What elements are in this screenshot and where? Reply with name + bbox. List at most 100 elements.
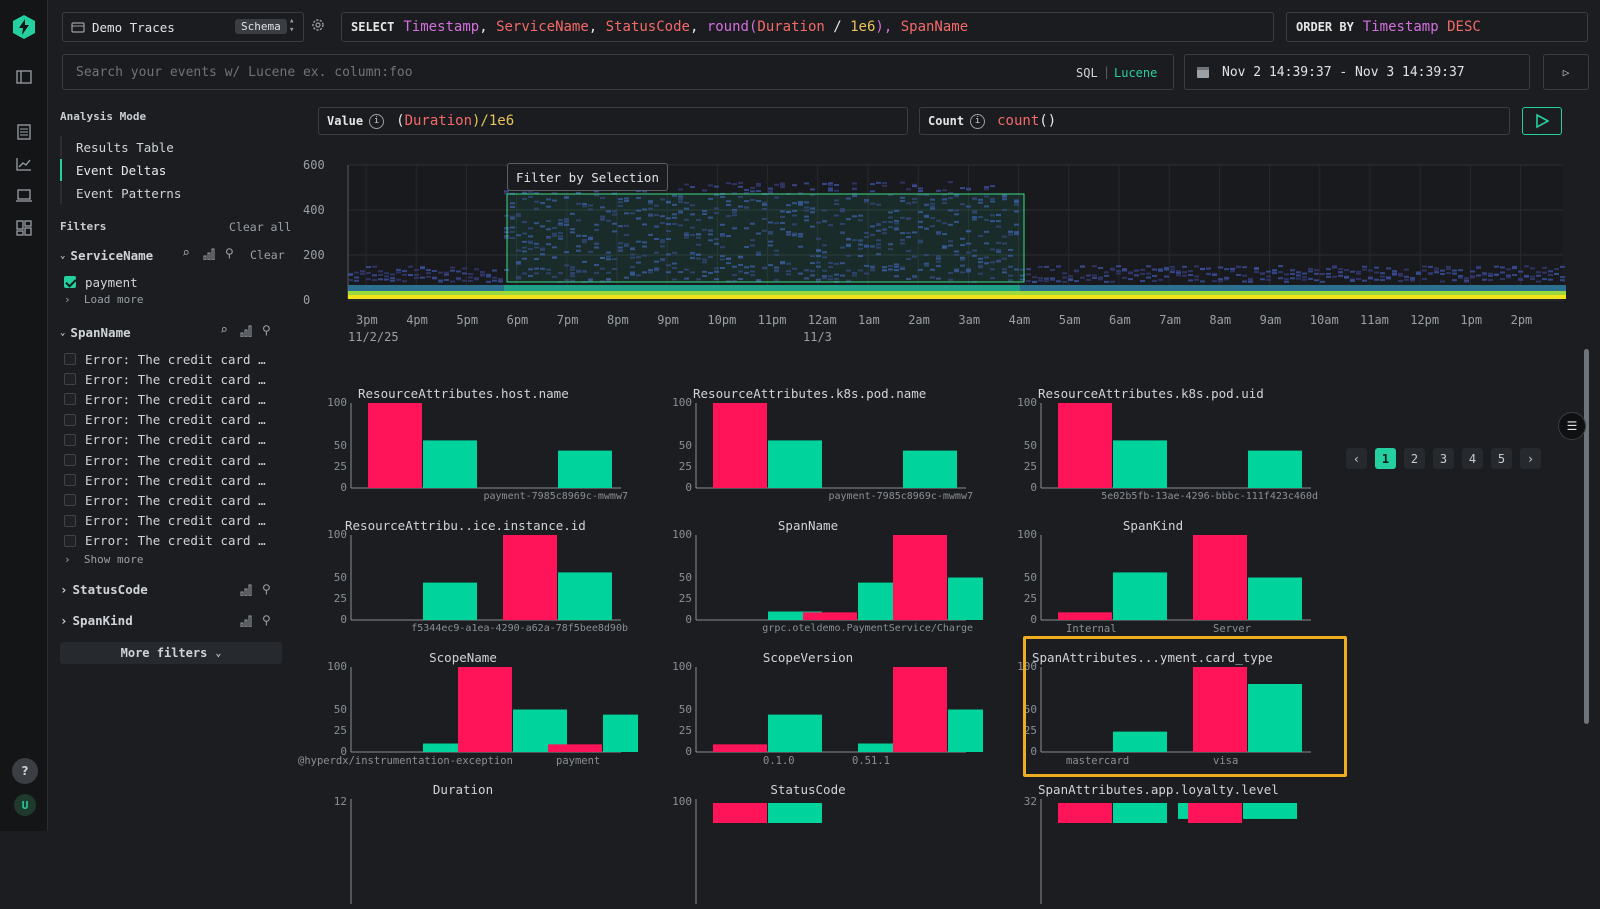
bar-chart-svg[interactable] <box>643 383 983 508</box>
checkbox[interactable] <box>64 534 76 547</box>
checkbox[interactable] <box>64 514 76 527</box>
sessions-nav-icon[interactable] <box>14 186 34 206</box>
spanname-filter-item[interactable]: Error: The credit card … <box>64 532 284 550</box>
clear-all-link[interactable]: Clear all <box>229 220 292 234</box>
bar-baseline[interactable] <box>503 535 557 620</box>
page-button-4[interactable]: 4 <box>1462 448 1483 469</box>
bar-comparison[interactable] <box>1248 684 1302 752</box>
checkbox[interactable] <box>64 494 76 507</box>
bar-baseline[interactable] <box>713 744 767 752</box>
bar-comparison[interactable] <box>423 582 477 620</box>
bar-chart-svg[interactable] <box>298 383 638 508</box>
show-more-link[interactable]: › Show more <box>64 553 144 566</box>
page-button-5[interactable]: 5 <box>1491 448 1512 469</box>
search-icon[interactable]: ⌕ <box>220 323 228 338</box>
bar-chart-svg[interactable] <box>643 515 983 640</box>
bar-comparison[interactable] <box>768 714 822 752</box>
help-icon[interactable]: ? <box>12 758 38 784</box>
distribution-icon[interactable] <box>203 248 217 260</box>
checkbox[interactable] <box>64 393 76 406</box>
bar-comparison[interactable] <box>948 709 983 753</box>
bar-chart-svg[interactable] <box>643 779 983 904</box>
spanname-filter-item[interactable]: Error: The credit card … <box>64 451 284 469</box>
bar-chart-svg[interactable] <box>988 383 1328 508</box>
bar-chart-svg[interactable] <box>298 779 638 904</box>
bar-baseline[interactable] <box>803 612 857 620</box>
checkbox-checked[interactable] <box>64 276 76 288</box>
distribution-icon[interactable] <box>240 584 254 596</box>
sql-toggle[interactable]: SQL <box>1076 66 1098 80</box>
checkbox[interactable] <box>64 413 76 426</box>
servicename-group-header[interactable]: ⌄ ServiceName <box>60 248 153 263</box>
checkbox[interactable] <box>64 474 76 487</box>
bar-chart-svg[interactable] <box>988 779 1328 904</box>
bar-comparison[interactable] <box>558 450 612 488</box>
bar-comparison[interactable] <box>423 743 477 753</box>
bar-comparison[interactable] <box>768 611 822 621</box>
more-filters-button[interactable]: More filters ⌄ <box>60 642 282 664</box>
schema-button[interactable]: Schema <box>235 19 287 34</box>
bar-comparison[interactable] <box>1113 572 1167 620</box>
bar-baseline[interactable] <box>893 535 947 620</box>
bar-comparison[interactable] <box>558 572 612 620</box>
bar-chart-svg[interactable] <box>988 647 1328 772</box>
source-selector[interactable]: Demo Traces Schema ▴ ▾ <box>62 12 304 42</box>
filter-by-selection-button[interactable]: Filter by Selection <box>507 163 668 191</box>
bar-comparison[interactable] <box>1113 731 1167 752</box>
order-by-input[interactable]: ORDER BY Timestamp DESC <box>1286 12 1588 42</box>
statuscode-group-header[interactable]: › StatusCode <box>60 582 148 597</box>
servicename-clear-link[interactable]: Clear <box>250 248 285 262</box>
avatar[interactable]: U <box>14 794 36 816</box>
page-button-3[interactable]: 3 <box>1433 448 1454 469</box>
spanname-filter-item[interactable]: Error: The credit card … <box>64 471 284 489</box>
bar-baseline[interactable] <box>1188 803 1242 823</box>
bar-comparison[interactable] <box>423 440 477 488</box>
bar-comparison[interactable] <box>948 577 983 621</box>
sidebar-toggle-icon[interactable] <box>14 67 34 87</box>
bar-baseline[interactable] <box>713 403 767 488</box>
load-more-link[interactable]: › Load more <box>64 293 144 306</box>
bar-comparison[interactable] <box>858 743 912 753</box>
next-page-button[interactable]: › <box>1520 448 1541 469</box>
dashboards-nav-icon[interactable] <box>14 218 34 238</box>
run-analysis-button[interactable] <box>1522 107 1562 135</box>
bar-chart-svg[interactable] <box>643 647 983 772</box>
bar-baseline[interactable] <box>1058 403 1112 488</box>
bar-baseline[interactable] <box>458 667 512 752</box>
checkbox[interactable] <box>64 433 76 446</box>
bar-baseline[interactable] <box>1058 612 1112 620</box>
time-range-picker[interactable]: Nov 2 14:39:37 - Nov 3 14:39:37 <box>1184 54 1530 90</box>
value-expression-input[interactable]: Value i (Duration)/1e6 <box>318 107 908 135</box>
bar-comparison[interactable] <box>1248 450 1302 488</box>
floating-menu-button[interactable]: ☰ <box>1558 412 1586 440</box>
filter-value-payment[interactable]: payment <box>64 273 284 291</box>
bar-baseline[interactable] <box>1058 803 1112 823</box>
pin-icon[interactable]: ⚲ <box>262 613 271 627</box>
page-button-2[interactable]: 2 <box>1404 448 1425 469</box>
spanname-filter-item[interactable]: Error: The credit card … <box>64 411 284 429</box>
bar-comparison[interactable] <box>1113 440 1167 488</box>
bar-baseline[interactable] <box>1193 535 1247 620</box>
mode-event-patterns[interactable]: Event Patterns <box>76 186 182 201</box>
spanname-filter-item[interactable]: Error: The credit card … <box>64 370 284 388</box>
bar-comparison[interactable] <box>1248 577 1302 621</box>
search-bar[interactable]: Search your events w/ Lucene ex. column:… <box>62 54 1174 90</box>
bar-comparison[interactable] <box>603 714 638 752</box>
run-query-button[interactable]: ▷ <box>1543 54 1589 90</box>
select-input[interactable]: SELECT Timestamp, ServiceName, StatusCod… <box>341 12 1274 42</box>
bar-baseline[interactable] <box>713 803 767 823</box>
spanname-group-header[interactable]: ⌄ SpanName <box>60 325 131 340</box>
checkbox[interactable] <box>64 353 76 365</box>
pin-icon[interactable]: ⚲ <box>262 582 271 596</box>
search-icon[interactable]: ⌕ <box>182 246 190 261</box>
bar-comparison[interactable] <box>1113 803 1167 823</box>
bar-chart-svg[interactable] <box>988 515 1328 640</box>
search-nav-icon[interactable] <box>14 122 34 142</box>
mode-event-deltas[interactable]: Event Deltas <box>76 163 167 178</box>
bar-comparison[interactable] <box>903 450 957 488</box>
distribution-icon[interactable] <box>240 325 254 337</box>
scrollbar[interactable] <box>1584 349 1589 724</box>
distribution-icon[interactable] <box>240 615 254 627</box>
pin-icon[interactable]: ⚲ <box>262 323 271 337</box>
prev-page-button[interactable]: ‹ <box>1346 448 1367 469</box>
